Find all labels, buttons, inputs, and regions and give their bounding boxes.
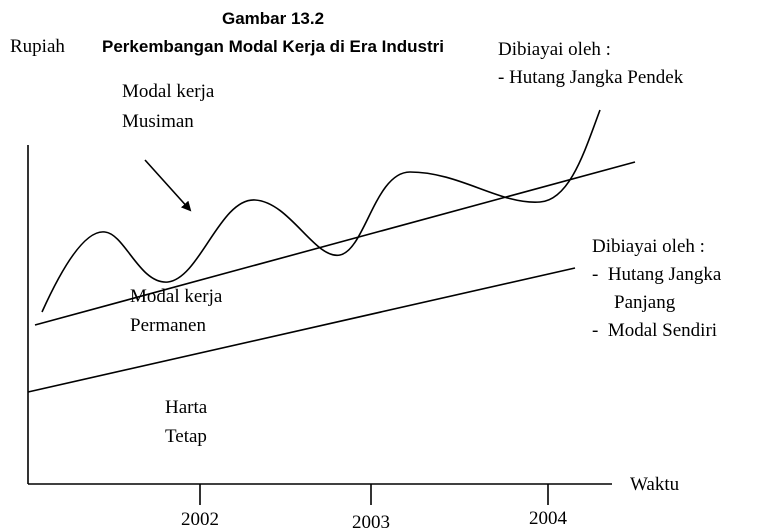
label: Musiman xyxy=(122,111,194,132)
label: Permanen xyxy=(130,315,206,336)
permanent-line xyxy=(34,161,636,326)
x-tick-label: 2002 xyxy=(181,509,219,530)
label: Panjang xyxy=(614,292,676,313)
label: - Modal Sendiri xyxy=(592,320,717,341)
label: - Hutang Jangka Pendek xyxy=(498,67,684,88)
fixed-assets-line xyxy=(27,267,576,393)
y-axis-label: Rupiah xyxy=(10,36,65,57)
x-axis-label: Waktu xyxy=(630,474,680,495)
arrow xyxy=(144,159,192,212)
label: - Hutang Jangka xyxy=(592,264,722,285)
x-tick-label: 2004 xyxy=(529,508,568,529)
label: Modal kerja xyxy=(130,286,223,307)
x-tick-label: 2003 xyxy=(352,512,390,531)
label: Modal kerja xyxy=(122,81,215,102)
label: Dibiayai oleh : xyxy=(498,39,611,60)
label: Harta xyxy=(165,397,208,418)
title: Perkembangan Modal Kerja di Era Industri xyxy=(102,37,444,56)
label: Dibiayai oleh : xyxy=(592,236,705,257)
seasonal-curve xyxy=(41,109,601,313)
label: Tetap xyxy=(165,426,207,447)
title-number: Gambar 13.2 xyxy=(222,9,324,28)
